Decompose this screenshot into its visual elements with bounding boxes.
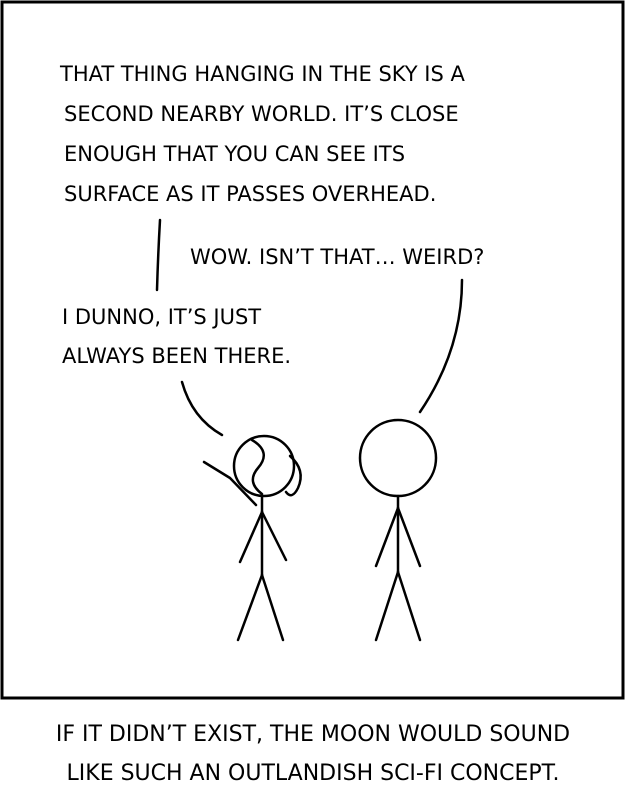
narration-line: THAT THING HANGING IN THE SKY IS A (59, 62, 466, 86)
man-figure (358, 418, 438, 642)
speech-lines (155, 218, 464, 437)
panel-border (0, 0, 625, 700)
caption-line: LIKE SUCH AN OUTLANDISH SCI-FI CONCEPT. (67, 761, 560, 786)
woman-figure (202, 434, 302, 642)
narration-line: SURFACE AS IT PASSES OVERHEAD. (64, 182, 436, 206)
narration-line: ENOUGH THAT YOU CAN SEE ITS (64, 142, 405, 166)
reply: WOW. ISN’T THAT… WEIRD? (190, 245, 484, 269)
answer-line: I DUNNO, IT’S JUST (62, 305, 261, 329)
caption-line: IF IT DIDN’T EXIST, THE MOON WOULD SOUND (56, 722, 570, 747)
answer-line: ALWAYS BEEN THERE. (62, 344, 291, 368)
narration-line: SECOND NEARBY WORLD. IT’S CLOSE (64, 102, 459, 126)
